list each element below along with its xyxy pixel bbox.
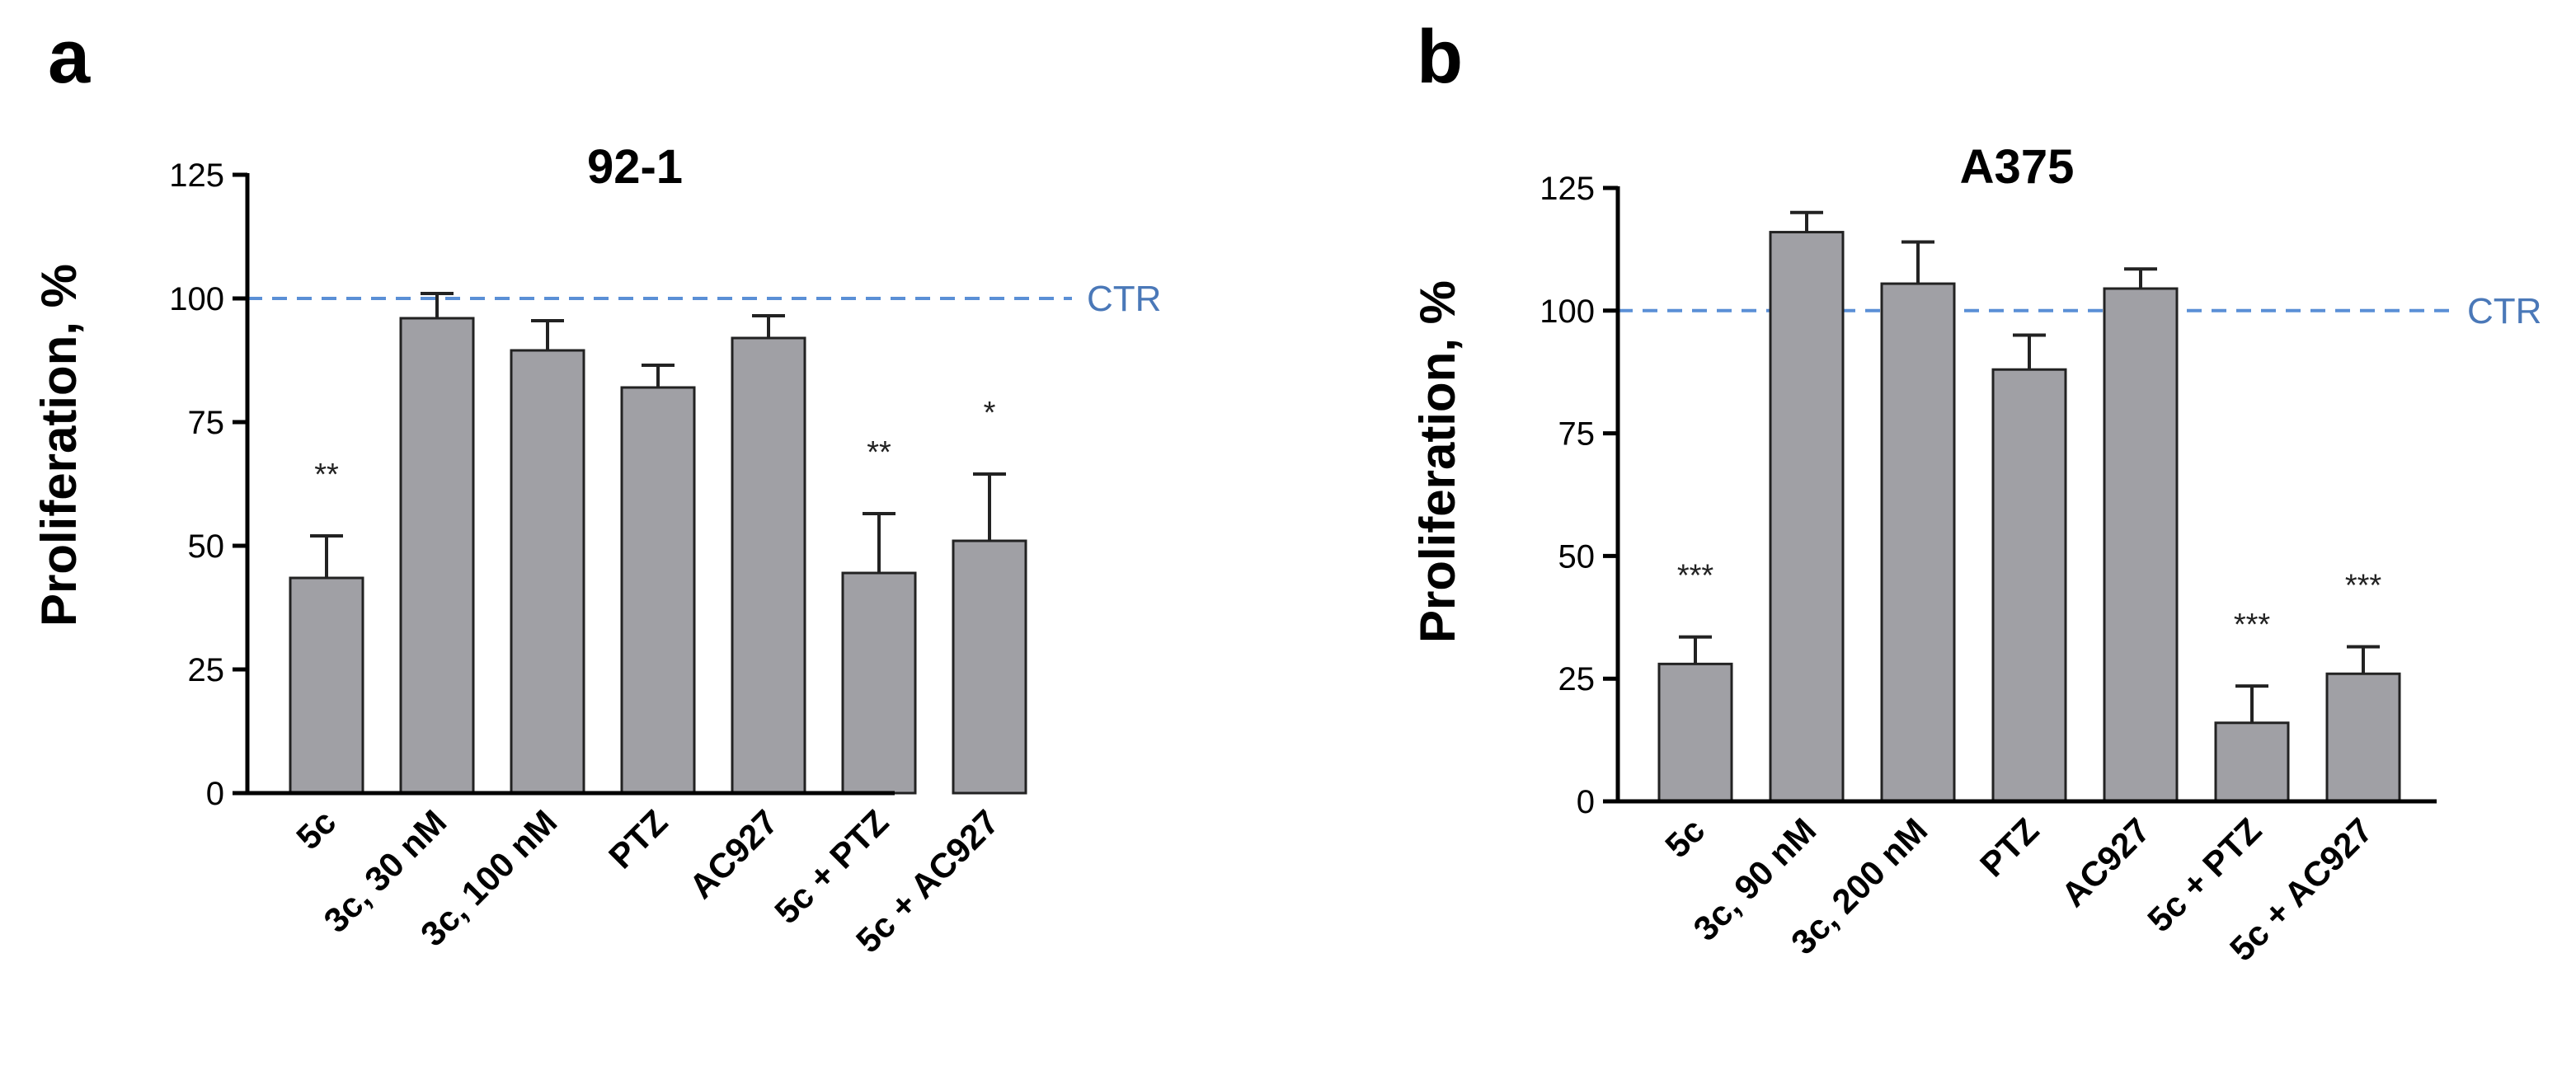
- category-label-a-4: AC927: [682, 802, 786, 906]
- chart-title-a: 92-1: [587, 140, 683, 194]
- bar-a-4: [731, 336, 806, 795]
- y-tick-label-b-5: 125: [1539, 171, 1595, 207]
- y-tick-label-b-1: 25: [1558, 661, 1596, 697]
- y-tick-label-a-1: 25: [188, 652, 225, 688]
- bar-a-3: [620, 386, 696, 795]
- y-tick-label-b-2: 50: [1558, 538, 1596, 575]
- significance-a-5: **: [867, 435, 891, 470]
- bar-b-6: [2325, 672, 2401, 803]
- y-axis-label-a: Proliferation, %: [31, 264, 87, 627]
- bar-a-0: [289, 576, 364, 795]
- category-label-b-3: PTZ: [1972, 810, 2046, 884]
- bar-a-6: [952, 539, 1027, 795]
- bar-b-4: [2103, 287, 2179, 803]
- category-label-b-0: 5c: [1657, 810, 1712, 865]
- category-label-a-3: PTZ: [601, 802, 675, 876]
- significance-b-0: ***: [1677, 559, 1714, 594]
- bar-b-1: [1769, 231, 1845, 803]
- panel-letter-a: a: [48, 15, 91, 99]
- significance-a-0: **: [314, 458, 339, 492]
- bar-b-5: [2214, 721, 2290, 803]
- reference-label-a: CTR: [1087, 279, 1161, 319]
- significance-b-5: ***: [2234, 608, 2271, 642]
- y-tick-label-a-5: 125: [169, 157, 224, 194]
- bar-a-5: [841, 571, 917, 795]
- panel-letter-b: b: [1417, 15, 1463, 99]
- chart-title-b: A375: [1960, 140, 2075, 194]
- y-tick-label-a-4: 100: [169, 281, 224, 317]
- significance-b-6: ***: [2345, 569, 2382, 603]
- y-tick-label-a-0: 0: [206, 776, 224, 812]
- y-tick-label-b-0: 0: [1577, 784, 1595, 820]
- bar-b-0: [1657, 662, 1733, 803]
- bar-a-1: [399, 317, 475, 795]
- y-tick-label-b-4: 100: [1539, 293, 1595, 330]
- y-tick-label-b-3: 75: [1558, 416, 1596, 453]
- reference-label-b: CTR: [2467, 291, 2541, 331]
- y-tick-label-a-3: 75: [188, 405, 225, 441]
- bar-a-2: [510, 349, 585, 795]
- category-label-a-0: 5c: [289, 802, 343, 857]
- y-axis-label-b: Proliferation, %: [1410, 280, 1465, 643]
- significance-a-6: *: [984, 396, 996, 430]
- y-tick-label-a-2: 50: [188, 528, 225, 565]
- bar-b-2: [1880, 282, 1956, 803]
- category-label-b-4: AC927: [2054, 810, 2158, 914]
- bar-b-3: [1991, 368, 2067, 803]
